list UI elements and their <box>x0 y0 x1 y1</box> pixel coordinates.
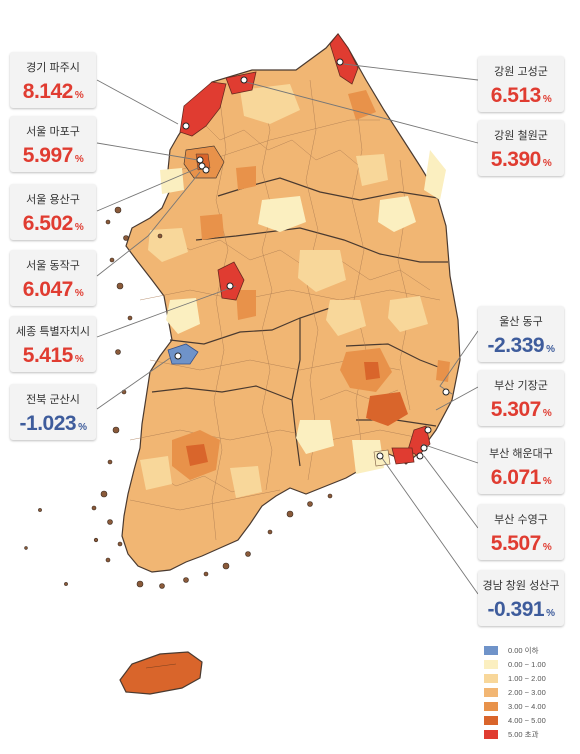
callout-haeundae: 부산 해운대구 6.071% <box>478 438 564 494</box>
callout-unit: % <box>542 94 552 105</box>
legend-item: 3.00 ~ 4.00 <box>484 700 574 712</box>
legend-item: 5.00 초과 <box>484 728 574 740</box>
legend-label: 4.00 ~ 5.00 <box>508 715 546 725</box>
callout-value: 5.390 <box>490 148 542 171</box>
leader-lines <box>96 63 479 595</box>
callout-suyeong: 부산 수영구 5.507% <box>478 504 564 560</box>
legend-swatch <box>484 645 498 655</box>
callout-region: 경남 창원 성산구 <box>482 580 560 592</box>
callout-value-wrap: 5.997% <box>10 144 96 168</box>
callout-unit: % <box>74 354 84 365</box>
legend-label: 5.00 초과 <box>508 729 539 739</box>
legend-item: 4.00 ~ 5.00 <box>484 714 574 726</box>
callout-value: 6.047 <box>22 278 74 301</box>
callout-unit: % <box>78 422 87 433</box>
callout-dongjak: 서울 동작구 6.047% <box>10 250 96 306</box>
legend-label: 2.00 ~ 3.00 <box>508 687 546 697</box>
callout-region: 전북 군산시 <box>26 394 80 406</box>
legend-label: 3.00 ~ 4.00 <box>508 701 546 711</box>
callout-value: 8.142 <box>22 80 74 103</box>
callout-value-wrap: 6.047% <box>10 278 96 302</box>
callout-value: -2.339 <box>487 334 545 357</box>
callout-region: 서울 마포구 <box>26 126 80 138</box>
callout-value: 5.415 <box>22 344 74 367</box>
callout-value: 6.502 <box>22 212 74 235</box>
gunsan-region <box>167 343 199 365</box>
callout-unit: % <box>74 90 84 101</box>
legend-swatch <box>484 701 498 711</box>
callout-unit: % <box>542 542 552 553</box>
callout-value-wrap: 5.507% <box>478 532 564 556</box>
callout-ulsan-donggu: 울산 동구 -2.339% <box>478 306 564 362</box>
west-coast-islands <box>24 206 333 589</box>
callout-value-wrap: 6.071% <box>478 466 564 490</box>
legend-item: 2.00 ~ 3.00 <box>484 686 574 698</box>
callout-paju: 경기 파주시 8.142% <box>10 52 96 108</box>
callout-value: -0.391 <box>487 598 545 621</box>
callout-goseong: 강원 고성군 6.513% <box>478 56 564 112</box>
callout-unit: % <box>546 344 555 355</box>
callout-unit: % <box>546 608 555 619</box>
callout-value: -1.023 <box>19 412 77 435</box>
callout-yongsan: 서울 용산구 6.502% <box>10 184 96 240</box>
callout-unit: % <box>74 222 84 233</box>
callout-value: 5.507 <box>490 532 542 555</box>
callout-region: 경기 파주시 <box>26 62 80 74</box>
legend-label: 0.00 ~ 1.00 <box>508 659 546 669</box>
callout-value-wrap: -1.023% <box>10 412 96 436</box>
callout-cheorwon: 강원 철원군 5.390% <box>478 120 564 176</box>
top-value-regions <box>179 33 431 465</box>
low-value-regions <box>140 84 446 498</box>
jeju-district-line <box>145 663 177 669</box>
legend-item: 0.00 ~ 1.00 <box>484 658 574 670</box>
callout-unit: % <box>542 158 552 169</box>
callout-value-wrap: 5.307% <box>478 398 564 422</box>
legend-item: 1.00 ~ 2.00 <box>484 672 574 684</box>
callout-value-wrap: 6.502% <box>10 212 96 236</box>
callout-value-wrap: 8.142% <box>10 80 96 104</box>
legend-swatch <box>484 715 498 725</box>
high-value-regions <box>172 90 450 480</box>
callout-value-wrap: -2.339% <box>478 334 564 358</box>
legend-swatch <box>484 729 498 739</box>
callout-mapo: 서울 마포구 5.997% <box>10 116 96 172</box>
callout-gijang: 부산 기장군 5.307% <box>478 370 564 426</box>
callout-unit: % <box>74 288 84 299</box>
callout-region: 울산 동구 <box>499 316 543 328</box>
callout-unit: % <box>74 154 84 165</box>
callout-region: 세종 특별자치시 <box>16 326 90 338</box>
callout-gunsan: 전북 군산시 -1.023% <box>10 384 96 440</box>
callout-value-wrap: 5.390% <box>478 148 564 172</box>
province-boundaries <box>151 177 448 467</box>
callout-region: 서울 동작구 <box>26 260 80 272</box>
callout-region: 부산 해운대구 <box>489 448 553 460</box>
callout-value: 5.997 <box>22 144 74 167</box>
callout-value-wrap: 5.415% <box>10 344 96 368</box>
callout-changwon-seongsan: 경남 창원 성산구 -0.391% <box>478 570 564 626</box>
callout-value-wrap: 6.513% <box>478 84 564 108</box>
callout-value: 5.307 <box>490 398 542 421</box>
legend: 0.00 이하 0.00 ~ 1.00 1.00 ~ 2.00 2.00 ~ 3… <box>484 644 574 742</box>
jeju-island <box>119 651 203 695</box>
legend-label: 0.00 이하 <box>508 645 539 655</box>
callout-value: 6.513 <box>490 84 542 107</box>
callout-region: 강원 고성군 <box>494 66 548 78</box>
legend-swatch <box>484 659 498 669</box>
callout-region: 서울 용산구 <box>26 194 80 206</box>
legend-swatch <box>484 673 498 683</box>
callout-unit: % <box>542 476 552 487</box>
callout-value: 6.071 <box>490 466 542 489</box>
legend-swatch <box>484 687 498 697</box>
markers <box>174 58 450 460</box>
callout-region: 부산 기장군 <box>494 380 548 392</box>
callout-region: 강원 철원군 <box>494 130 548 142</box>
callout-sejong: 세종 특별자치시 5.415% <box>10 316 96 372</box>
callout-region: 부산 수영구 <box>494 514 548 526</box>
legend-label: 1.00 ~ 2.00 <box>508 673 546 683</box>
callout-value-wrap: -0.391% <box>478 598 564 622</box>
callout-unit: % <box>542 408 552 419</box>
legend-item: 0.00 이하 <box>484 644 574 656</box>
